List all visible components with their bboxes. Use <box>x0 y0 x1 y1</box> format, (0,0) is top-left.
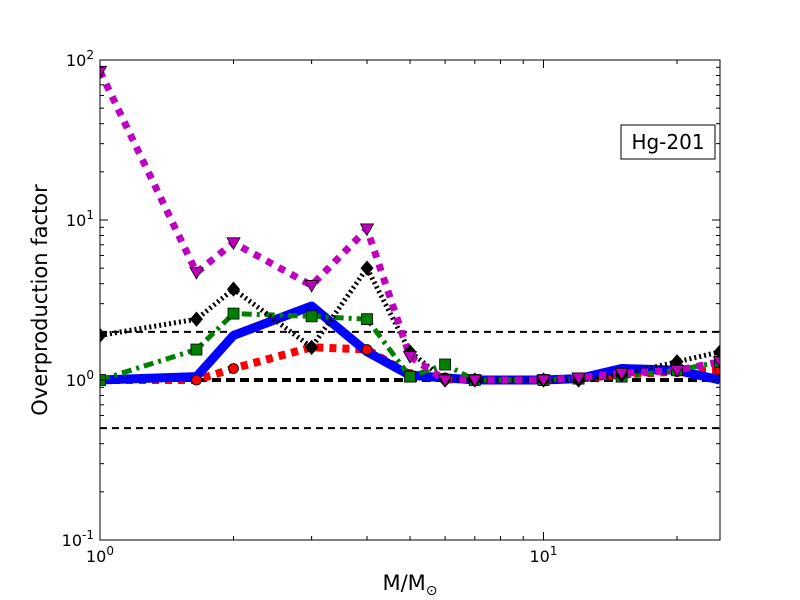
series-2-point-3 <box>305 310 318 323</box>
annotation-label: Hg-201 <box>631 130 704 154</box>
series-4-point-0 <box>100 65 108 79</box>
series-2-point-2 <box>227 307 240 320</box>
series-0-point-2 <box>228 363 239 374</box>
annotation-box: Hg-201 <box>620 124 716 160</box>
series-3-point-12 <box>713 344 720 360</box>
series-0-point-1 <box>191 374 202 386</box>
y-tick-label-exponent: 1 <box>86 208 94 222</box>
annotation-frame <box>620 124 716 160</box>
series-4-point-6 <box>437 374 453 388</box>
x-axis-label-text: M/M <box>382 571 425 595</box>
y-tick-label-base: 10 <box>66 51 86 70</box>
series-3-point-3 <box>305 339 319 355</box>
x-axis-label-subscript: ⊙ <box>426 583 438 599</box>
series-4-point-5 <box>402 351 418 364</box>
series-2-point-4 <box>361 313 373 326</box>
y-tick-label-2: 101 <box>66 208 94 230</box>
x-tick-label-base: 10 <box>530 547 550 566</box>
x-tick-label-base: 10 <box>86 547 106 566</box>
x-axis-label: M/M⊙ <box>382 571 437 599</box>
series-4-point-2 <box>226 237 241 251</box>
series-markers <box>100 65 720 388</box>
y-tick-label-exponent: 2 <box>86 48 94 62</box>
series-2-point-6 <box>439 358 452 371</box>
x-tick-label-1: 101 <box>530 544 558 566</box>
axis-ticks <box>99 59 720 541</box>
series-0-point-4 <box>361 344 373 355</box>
series-3-point-4 <box>360 260 374 276</box>
y-tick-label-base: 10 <box>66 371 86 390</box>
y-tick-label-base: 10 <box>66 211 86 230</box>
plot-area <box>100 60 720 540</box>
y-tick-label-1: 100 <box>66 368 94 390</box>
series-3-point-1 <box>189 311 203 327</box>
series-4-point-7 <box>467 374 482 388</box>
series-4-point-3 <box>304 280 319 293</box>
y-tick-label-exponent: 0 <box>86 368 94 382</box>
y-tick-label-0: 10-1 <box>62 528 94 550</box>
y-tick-label-exponent: -1 <box>82 528 94 542</box>
y-axis-label: Overproduction factor <box>28 184 52 416</box>
series-2-point-1 <box>190 343 203 356</box>
series-3-point-2 <box>226 281 241 297</box>
x-tick-label-0: 100 <box>86 544 114 566</box>
series-0-point-12 <box>714 364 720 376</box>
series-4-point-4 <box>359 223 375 237</box>
x-tick-label-exponent: 1 <box>550 544 558 558</box>
series-4-point-12 <box>712 356 720 370</box>
y-tick-label-base: 10 <box>62 531 82 550</box>
series-2-point-5 <box>404 370 416 383</box>
plot-background <box>100 60 720 540</box>
series-4-point-8 <box>536 374 551 388</box>
series-4-point-10 <box>614 367 629 381</box>
y-tick-label-3: 102 <box>66 48 94 70</box>
x-tick-label-exponent: 0 <box>106 544 114 558</box>
series-4-point-11 <box>669 364 685 378</box>
series-4-point-1 <box>189 267 204 280</box>
series-4-point-9 <box>571 372 586 386</box>
